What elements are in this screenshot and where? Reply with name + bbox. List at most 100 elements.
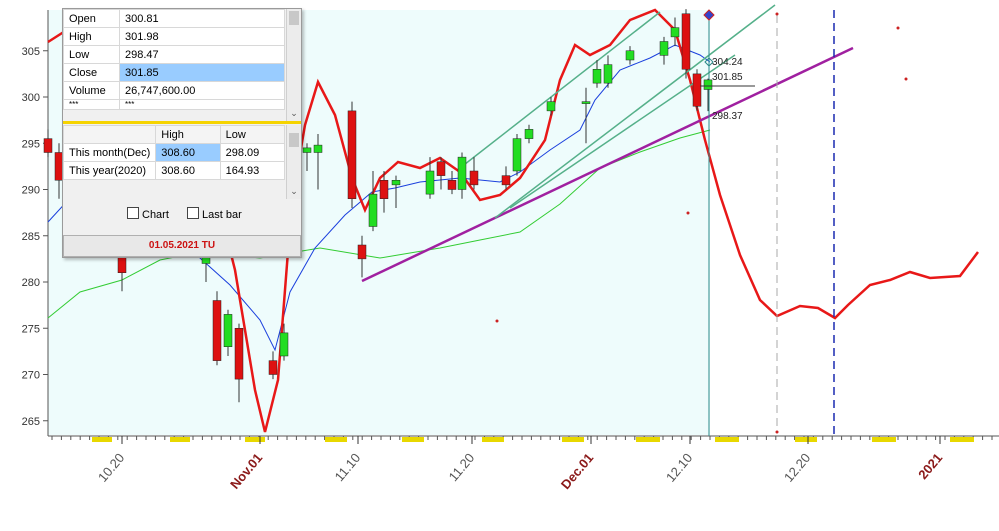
chart-checkbox[interactable]: Chart [127,207,169,221]
high-low-scrollbar[interactable]: ⌄ [286,125,301,199]
channel-middle-line [494,4,776,219]
indicator-lines [47,4,979,436]
candle-body[interactable] [670,27,680,38]
candle-body[interactable] [43,138,53,153]
candle-body[interactable] [524,129,534,139]
checkbox-icon[interactable] [127,207,139,219]
panel-divider[interactable] [63,121,301,124]
candle-body[interactable] [692,73,702,107]
candle-body[interactable] [546,101,556,112]
x-tick-label: 10.20 [95,450,127,485]
candle-body[interactable] [603,64,613,84]
candle-body[interactable] [212,300,222,361]
candle-body[interactable] [391,180,401,186]
price-annotation: 301.85 [712,72,743,83]
candle-body[interactable] [512,138,522,172]
price-envelope [47,8,979,433]
chevron-down-icon[interactable]: ⌄ [290,186,298,196]
marker-dot [686,211,690,215]
y-tick-label: 300 [22,92,40,104]
checkbox-icon[interactable] [187,207,199,219]
candle-body[interactable] [457,156,467,190]
marker-dot [775,430,779,434]
y-tick-label: 285 [22,231,40,243]
candle-body[interactable] [659,41,669,56]
ohlc-row-close[interactable]: Close 301.85 [63,63,285,82]
ohlc-table: Open 300.81 High 301.98 Low 298.47 Close 301… [63,9,285,110]
weekend-marker [482,437,504,442]
price-annotation: 298.37 [712,111,743,122]
candle-body[interactable] [279,332,289,357]
candles[interactable] [43,9,713,403]
weekend-marker [245,437,265,442]
candle-body[interactable] [268,360,278,375]
weekend-marker [92,437,112,442]
x-axis: 10.20 Nov.01 11.10 11.20 Dec.01 12.10 12.20 202… [51,436,993,492]
ohlc-row-extra: *** *** [63,99,285,110]
candle-body[interactable] [223,314,233,347]
weekend-marker [795,437,817,442]
scroll-thumb[interactable] [289,133,299,147]
weekend-marker [636,437,660,442]
y-axis: 265 270 275 280 285 290 295 300 305 [22,46,48,428]
x-tick-label: 11.10 [332,450,364,484]
scroll-thumb[interactable] [289,11,299,25]
weekend-marker [950,437,974,442]
ohlc-row-volume: Volume 26,747,600.00 [63,81,285,100]
marker-dot [904,77,908,81]
candle-body[interactable] [469,170,479,186]
marker-dot [495,319,499,323]
fast-moving-average [47,44,711,352]
ohlc-row-high: High 301.98 [63,27,285,46]
x-tick-label: 11.20 [446,450,478,484]
candle-body[interactable] [368,193,378,227]
data-window[interactable]: Open 300.81 High 301.98 Low 298.47 Close 301… [62,8,302,258]
x-tick-label: Dec.01 [558,450,596,492]
marker-dot [896,26,900,30]
weekend-marker [872,437,896,442]
y-tick-label: 280 [22,277,40,289]
ohlc-row-low: Low 298.47 [63,45,285,64]
high-low-table: High Low This month(Dec) 308.60 298.09 T… [62,125,286,180]
y-tick-label: 305 [22,46,40,58]
candle-body[interactable] [234,328,244,380]
marker-dot [775,12,779,16]
candle-body[interactable] [425,170,435,195]
candle-body[interactable] [703,79,713,90]
chevron-down-icon[interactable]: ⌄ [290,108,298,118]
high-low-row-month[interactable]: This month(Dec) 308.60 298.09 [62,143,286,162]
x-tick-label: 12.20 [781,450,813,485]
ohlc-scrollbar[interactable]: ⌄ [286,9,301,121]
candle-body[interactable] [581,101,591,104]
channel-upper-line [459,11,661,169]
candle-body[interactable] [302,147,312,153]
y-tick-label: 295 [22,138,40,150]
candle-body[interactable] [379,180,389,199]
y-tick-label: 270 [22,370,40,382]
candle-body[interactable] [357,244,367,260]
candle-body[interactable] [625,50,635,61]
candle-body[interactable] [592,69,602,84]
diamond-icon [704,57,714,67]
current-date: 01.05.2021 TU [63,235,301,257]
weekend-marker [170,437,190,442]
y-tick-label: 265 [22,416,40,428]
slow-moving-average [47,129,711,319]
options-row: Chart Last bar [63,201,301,229]
x-tick-label: 12.10 [663,450,695,485]
ohlc-row-open: Open 300.81 [63,9,285,28]
weekend-marker [325,437,347,442]
weekend-marker [402,437,424,442]
candle-body[interactable] [501,175,511,186]
high-low-row-year[interactable]: This year(2020) 308.60 164.93 [62,161,286,180]
candle-body[interactable] [447,180,457,190]
candle-body[interactable] [313,144,323,153]
x-tick-label: 2021 [915,450,945,482]
candle-body[interactable] [347,110,357,199]
last-bar-checkbox[interactable]: Last bar [187,207,242,221]
weekend-marker [562,437,584,442]
candle-body[interactable] [681,13,691,70]
candle-body[interactable] [436,161,446,176]
